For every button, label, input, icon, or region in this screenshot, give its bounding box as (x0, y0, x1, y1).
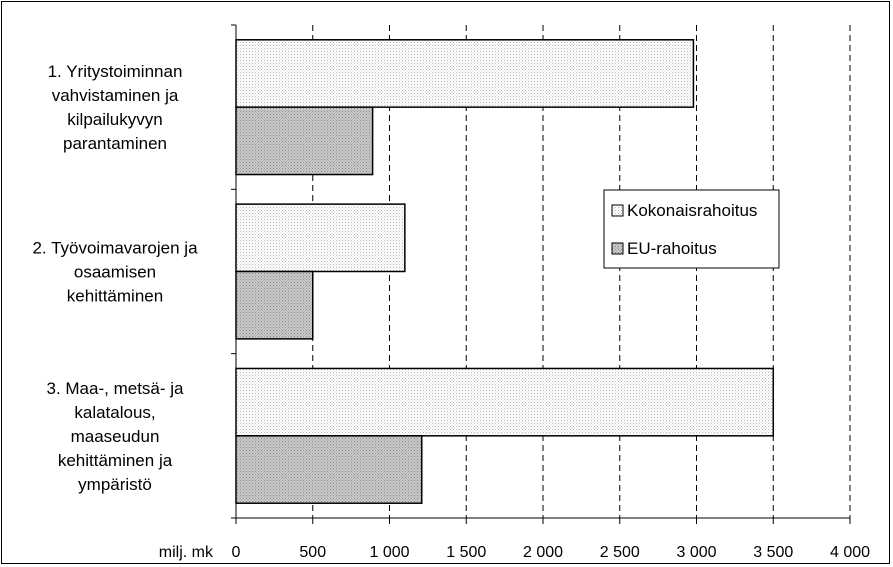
x-tick-label: 500 (299, 544, 326, 561)
category-label-line: kalatalous, (74, 403, 155, 422)
x-tick-label: 2 500 (600, 544, 640, 561)
category-label-line: maaseudun (71, 427, 160, 446)
legend-label-kokonaisrahoitus: Kokonaisrahoitus (627, 201, 757, 220)
legend-swatch-eu-rahoitus (611, 242, 624, 255)
x-tick-label: 2 000 (523, 544, 563, 561)
bars (235, 39, 774, 504)
category-label-line: kehittäminen ja (58, 451, 173, 470)
axes (231, 24, 851, 524)
category-label-line: kilpailukyvyn (67, 110, 162, 129)
bar-kokonaisrahoitus (235, 367, 774, 437)
x-axis-unit-label: milj. mk (159, 544, 214, 561)
legend-swatch-kokonaisrahoitus (611, 204, 624, 217)
category-labels: 1. Yritystoiminnan vahvistaminen ja kilpai… (32, 62, 198, 494)
category-label-line: osaamisen (74, 263, 156, 282)
legend-box (603, 189, 780, 269)
x-tick-label: 1 000 (369, 544, 409, 561)
category-label-line: 1. Yritystoiminnan (48, 62, 183, 81)
x-tick-label: 1 500 (446, 544, 486, 561)
legend: Kokonaisrahoitus EU-rahoitus (603, 189, 780, 269)
bar-eu-rahoitus (235, 270, 314, 340)
bar-eu-rahoitus (235, 435, 423, 504)
x-tick-labels: 0 500 1 000 1 500 2 000 2 500 3 000 3 500 4 000 (232, 544, 871, 561)
category-label: 2. Työvoimavarojen ja osaamisen kehittämin… (32, 239, 198, 306)
category-label-line: kehittäminen (67, 287, 163, 306)
x-tick-label: 0 (232, 544, 241, 561)
category-label: 3. Maa-, metsä- ja kalatalous, maaseudun ke… (47, 379, 185, 494)
category-label-line: parantaminen (63, 134, 167, 153)
bar-eu-rahoitus (235, 106, 374, 176)
category-label-line: 3. Maa-, metsä- ja (47, 379, 185, 398)
category-label-line: 2. Työvoimavarojen ja (32, 239, 198, 258)
category-label-line: vahvistaminen ja (52, 86, 179, 105)
bar-kokonaisrahoitus (235, 39, 695, 108)
category-label: 1. Yritystoiminnan vahvistaminen ja kilpai… (48, 62, 183, 153)
x-tick-label: 3 500 (753, 544, 793, 561)
bar-kokonaisrahoitus (235, 203, 406, 273)
category-label-line: ympäristö (78, 475, 152, 494)
legend-label-eu-rahoitus: EU-rahoitus (627, 239, 717, 258)
x-tick-label: 3 000 (676, 544, 716, 561)
x-tick-label: 4 000 (830, 544, 870, 561)
